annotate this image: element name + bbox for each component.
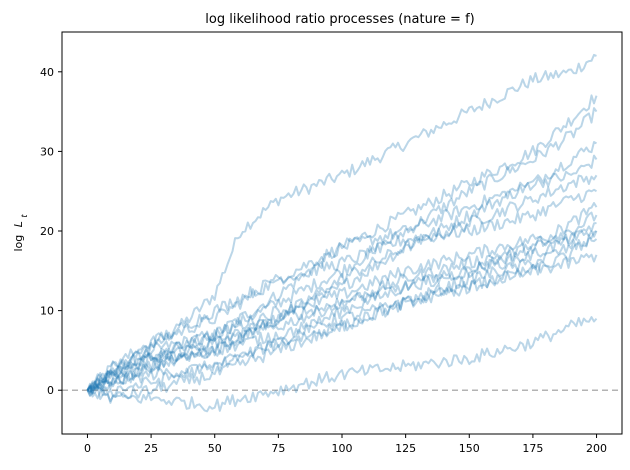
plot-area <box>62 53 622 413</box>
x-tick-label: 125 <box>395 442 416 455</box>
series-line-5 <box>86 154 598 393</box>
x-tick-label: 175 <box>522 442 543 455</box>
x-axis: 0 25 50 75 100 125 150 175 200 <box>84 434 607 455</box>
y-tick-label: 30 <box>40 145 54 158</box>
x-tick-label: 0 <box>84 442 91 455</box>
y-axis-label-main: log <box>12 235 25 252</box>
y-tick-label: 40 <box>40 66 54 79</box>
series-line-13 <box>86 230 597 404</box>
series-line-4 <box>86 141 597 395</box>
series-line-3 <box>86 107 598 391</box>
y-axis-label: log L t <box>12 214 29 252</box>
y-axis: 0 10 20 30 40 <box>40 66 62 397</box>
x-tick-label: 150 <box>459 442 480 455</box>
x-tick-label: 75 <box>271 442 285 455</box>
series-line-8 <box>86 202 598 391</box>
y-tick-label: 20 <box>40 225 54 238</box>
chart-title: log likelihood ratio processes (nature =… <box>205 12 474 27</box>
y-axis-label-var: L <box>12 221 25 227</box>
series-line-10 <box>87 222 597 393</box>
series-line-12 <box>86 234 598 392</box>
x-tick-label: 50 <box>208 442 222 455</box>
series-line-15 <box>86 316 598 413</box>
x-tick-label: 25 <box>144 442 158 455</box>
series-line-9 <box>86 211 598 393</box>
y-tick-label: 10 <box>40 305 54 318</box>
y-tick-label: 0 <box>47 384 54 397</box>
series-line-11 <box>86 229 598 397</box>
series-line-6 <box>87 174 598 394</box>
x-tick-label: 100 <box>332 442 353 455</box>
y-axis-label-sub: t <box>20 214 29 218</box>
series-line-1 <box>86 53 597 391</box>
series-line-14 <box>86 253 598 397</box>
series-line-7 <box>86 188 597 395</box>
x-tick-label: 200 <box>586 442 607 455</box>
series-line-2 <box>86 94 598 391</box>
